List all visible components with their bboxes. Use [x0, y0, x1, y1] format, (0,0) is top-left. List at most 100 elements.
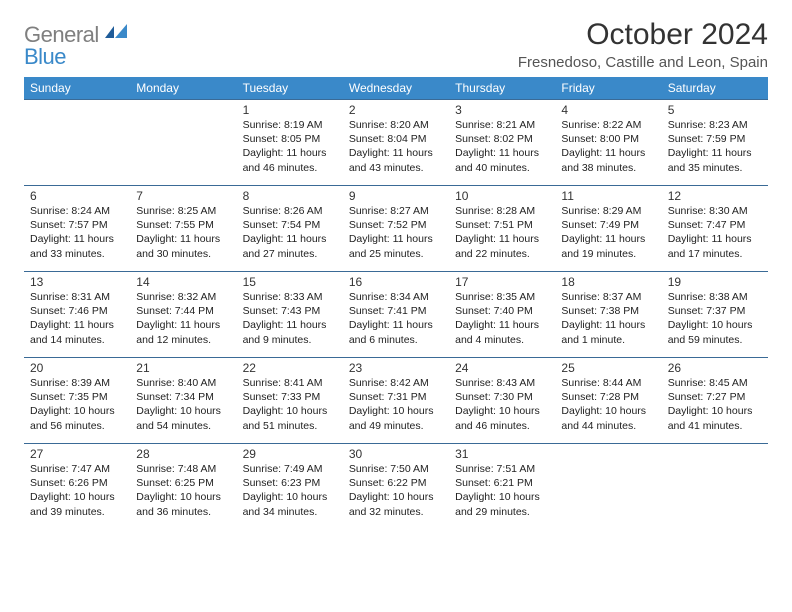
calendar-day-cell: 19Sunrise: 8:38 AMSunset: 7:37 PMDayligh… — [662, 272, 768, 358]
day-number: 6 — [30, 189, 124, 203]
sunrise-line: Sunrise: 8:21 AM — [455, 118, 549, 132]
sunset-line: Sunset: 8:04 PM — [349, 132, 443, 146]
daylight-line: Daylight: 10 hours and 56 minutes. — [30, 404, 124, 432]
daylight-line: Daylight: 10 hours and 54 minutes. — [136, 404, 230, 432]
calendar-empty-cell — [662, 444, 768, 530]
day-number: 30 — [349, 447, 443, 461]
calendar-day-cell: 22Sunrise: 8:41 AMSunset: 7:33 PMDayligh… — [237, 358, 343, 444]
header-right: October 2024 Fresnedoso, Castille and Le… — [518, 18, 768, 71]
month-title: October 2024 — [518, 18, 768, 52]
sunrise-line: Sunrise: 7:47 AM — [30, 462, 124, 476]
sunrise-line: Sunrise: 8:20 AM — [349, 118, 443, 132]
calendar-day-cell: 30Sunrise: 7:50 AMSunset: 6:22 PMDayligh… — [343, 444, 449, 530]
daylight-line: Daylight: 11 hours and 25 minutes. — [349, 232, 443, 260]
sunset-line: Sunset: 6:23 PM — [243, 476, 337, 490]
day-number: 22 — [243, 361, 337, 375]
day-number: 7 — [136, 189, 230, 203]
daylight-line: Daylight: 10 hours and 29 minutes. — [455, 490, 549, 518]
calendar-day-cell: 31Sunrise: 7:51 AMSunset: 6:21 PMDayligh… — [449, 444, 555, 530]
sunrise-line: Sunrise: 8:33 AM — [243, 290, 337, 304]
calendar-day-cell: 28Sunrise: 7:48 AMSunset: 6:25 PMDayligh… — [130, 444, 236, 530]
day-number: 26 — [668, 361, 762, 375]
sunset-line: Sunset: 6:21 PM — [455, 476, 549, 490]
weekday-header: Monday — [130, 77, 236, 100]
calendar-row: 6Sunrise: 8:24 AMSunset: 7:57 PMDaylight… — [24, 186, 768, 272]
sunset-line: Sunset: 7:28 PM — [561, 390, 655, 404]
calendar-day-cell: 6Sunrise: 8:24 AMSunset: 7:57 PMDaylight… — [24, 186, 130, 272]
sunset-line: Sunset: 7:54 PM — [243, 218, 337, 232]
calendar-day-cell: 3Sunrise: 8:21 AMSunset: 8:02 PMDaylight… — [449, 100, 555, 186]
day-number: 21 — [136, 361, 230, 375]
sunrise-line: Sunrise: 8:25 AM — [136, 204, 230, 218]
calendar-row: 20Sunrise: 8:39 AMSunset: 7:35 PMDayligh… — [24, 358, 768, 444]
sunrise-line: Sunrise: 8:26 AM — [243, 204, 337, 218]
sunset-line: Sunset: 8:00 PM — [561, 132, 655, 146]
day-number: 11 — [561, 189, 655, 203]
day-number: 28 — [136, 447, 230, 461]
sunrise-line: Sunrise: 8:30 AM — [668, 204, 762, 218]
sunset-line: Sunset: 7:37 PM — [668, 304, 762, 318]
day-number: 29 — [243, 447, 337, 461]
daylight-line: Daylight: 11 hours and 6 minutes. — [349, 318, 443, 346]
daylight-line: Daylight: 11 hours and 17 minutes. — [668, 232, 762, 260]
calendar-row: 13Sunrise: 8:31 AMSunset: 7:46 PMDayligh… — [24, 272, 768, 358]
sunrise-line: Sunrise: 8:42 AM — [349, 376, 443, 390]
calendar-day-cell: 7Sunrise: 8:25 AMSunset: 7:55 PMDaylight… — [130, 186, 236, 272]
calendar-day-cell: 14Sunrise: 8:32 AMSunset: 7:44 PMDayligh… — [130, 272, 236, 358]
sunrise-line: Sunrise: 8:19 AM — [243, 118, 337, 132]
daylight-line: Daylight: 11 hours and 35 minutes. — [668, 146, 762, 174]
day-number: 18 — [561, 275, 655, 289]
calendar-empty-cell — [130, 100, 236, 186]
weekday-header: Friday — [555, 77, 661, 100]
daylight-line: Daylight: 10 hours and 39 minutes. — [30, 490, 124, 518]
calendar-day-cell: 23Sunrise: 8:42 AMSunset: 7:31 PMDayligh… — [343, 358, 449, 444]
sunrise-line: Sunrise: 8:31 AM — [30, 290, 124, 304]
sunset-line: Sunset: 7:33 PM — [243, 390, 337, 404]
daylight-line: Daylight: 11 hours and 14 minutes. — [30, 318, 124, 346]
daylight-line: Daylight: 11 hours and 38 minutes. — [561, 146, 655, 174]
calendar-day-cell: 25Sunrise: 8:44 AMSunset: 7:28 PMDayligh… — [555, 358, 661, 444]
daylight-line: Daylight: 11 hours and 22 minutes. — [455, 232, 549, 260]
sunset-line: Sunset: 7:44 PM — [136, 304, 230, 318]
calendar-day-cell: 2Sunrise: 8:20 AMSunset: 8:04 PMDaylight… — [343, 100, 449, 186]
sunrise-line: Sunrise: 8:39 AM — [30, 376, 124, 390]
sunrise-line: Sunrise: 8:23 AM — [668, 118, 762, 132]
daylight-line: Daylight: 11 hours and 30 minutes. — [136, 232, 230, 260]
sunrise-line: Sunrise: 8:29 AM — [561, 204, 655, 218]
calendar-day-cell: 4Sunrise: 8:22 AMSunset: 8:00 PMDaylight… — [555, 100, 661, 186]
daylight-line: Daylight: 10 hours and 44 minutes. — [561, 404, 655, 432]
sunset-line: Sunset: 7:43 PM — [243, 304, 337, 318]
calendar-day-cell: 10Sunrise: 8:28 AMSunset: 7:51 PMDayligh… — [449, 186, 555, 272]
daylight-line: Daylight: 11 hours and 9 minutes. — [243, 318, 337, 346]
day-number: 31 — [455, 447, 549, 461]
calendar-day-cell: 26Sunrise: 8:45 AMSunset: 7:27 PMDayligh… — [662, 358, 768, 444]
weekday-header: Saturday — [662, 77, 768, 100]
daylight-line: Daylight: 10 hours and 59 minutes. — [668, 318, 762, 346]
daylight-line: Daylight: 11 hours and 4 minutes. — [455, 318, 549, 346]
sunset-line: Sunset: 6:26 PM — [30, 476, 124, 490]
sunrise-line: Sunrise: 7:49 AM — [243, 462, 337, 476]
sunrise-line: Sunrise: 7:51 AM — [455, 462, 549, 476]
sunset-line: Sunset: 8:05 PM — [243, 132, 337, 146]
sunset-line: Sunset: 7:49 PM — [561, 218, 655, 232]
daylight-line: Daylight: 11 hours and 27 minutes. — [243, 232, 337, 260]
sunrise-line: Sunrise: 8:35 AM — [455, 290, 549, 304]
calendar-page: General Blue October 2024 Fresnedoso, Ca… — [0, 0, 792, 548]
weekday-header: Thursday — [449, 77, 555, 100]
sunrise-line: Sunrise: 8:32 AM — [136, 290, 230, 304]
calendar-day-cell: 20Sunrise: 8:39 AMSunset: 7:35 PMDayligh… — [24, 358, 130, 444]
calendar-table: SundayMondayTuesdayWednesdayThursdayFrid… — [24, 77, 768, 530]
daylight-line: Daylight: 11 hours and 1 minute. — [561, 318, 655, 346]
calendar-day-cell: 16Sunrise: 8:34 AMSunset: 7:41 PMDayligh… — [343, 272, 449, 358]
sunrise-line: Sunrise: 8:38 AM — [668, 290, 762, 304]
daylight-line: Daylight: 11 hours and 19 minutes. — [561, 232, 655, 260]
brand-word-2: Blue — [24, 44, 131, 70]
calendar-day-cell: 29Sunrise: 7:49 AMSunset: 6:23 PMDayligh… — [237, 444, 343, 530]
sunrise-line: Sunrise: 8:43 AM — [455, 376, 549, 390]
day-number: 2 — [349, 103, 443, 117]
calendar-day-cell: 15Sunrise: 8:33 AMSunset: 7:43 PMDayligh… — [237, 272, 343, 358]
calendar-empty-cell — [24, 100, 130, 186]
day-number: 14 — [136, 275, 230, 289]
daylight-line: Daylight: 11 hours and 33 minutes. — [30, 232, 124, 260]
day-number: 20 — [30, 361, 124, 375]
